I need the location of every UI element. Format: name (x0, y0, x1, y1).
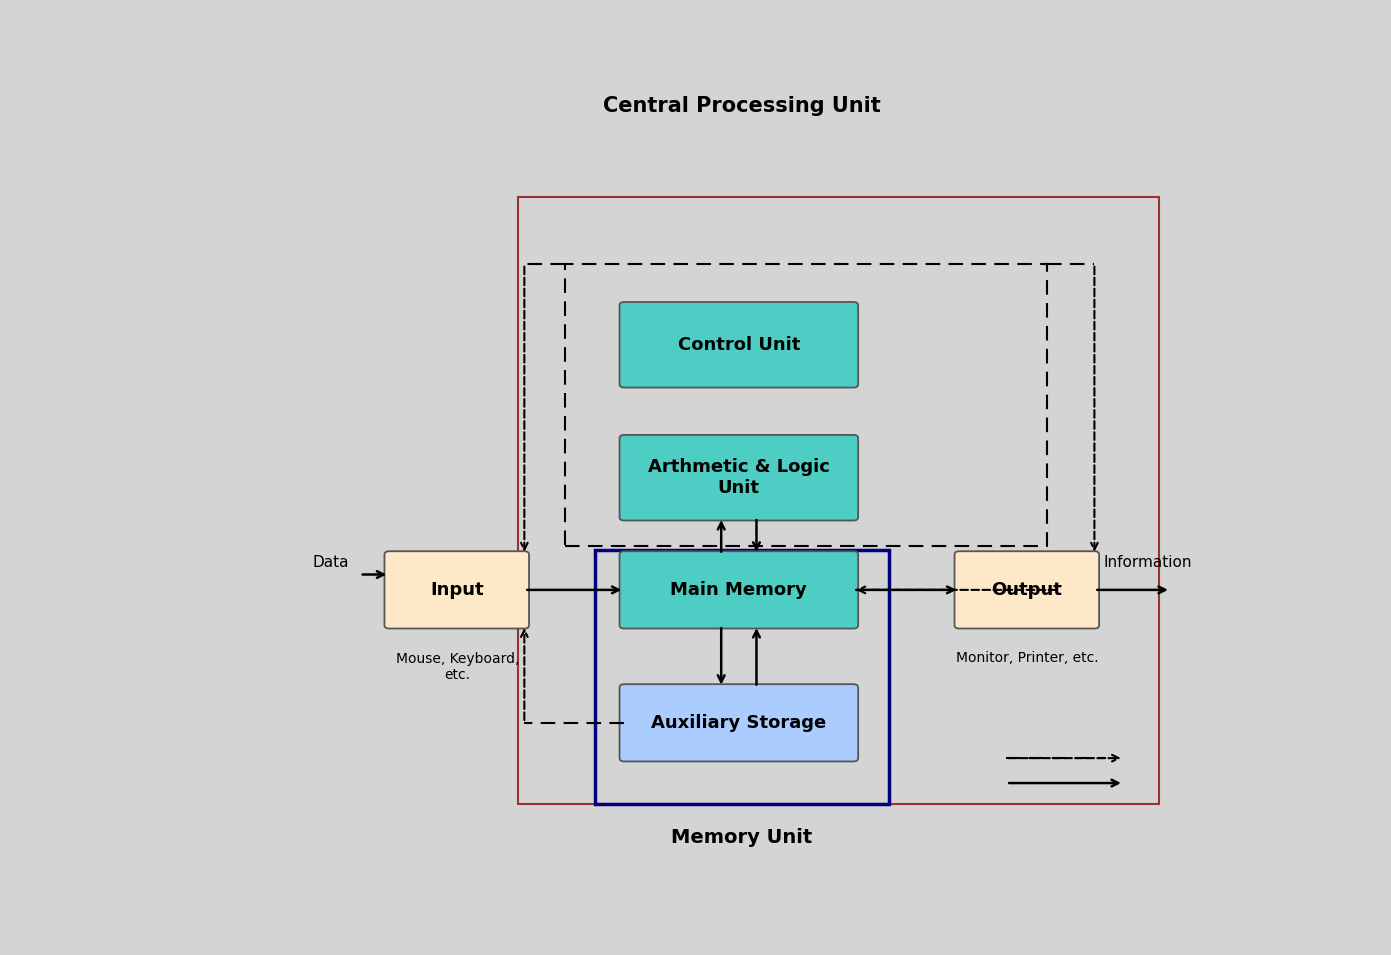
Text: Input: Input (430, 581, 484, 599)
Text: Control Unit: Control Unit (677, 336, 800, 353)
Text: Monitor, Printer, etc.: Monitor, Printer, etc. (956, 651, 1099, 666)
Text: Auxiliary Storage: Auxiliary Storage (651, 713, 826, 732)
Text: Mouse, Keyboard,
etc.: Mouse, Keyboard, etc. (395, 651, 519, 682)
Text: Arthmetic & Logic
Unit: Arthmetic & Logic Unit (648, 458, 830, 498)
Text: Output: Output (992, 581, 1063, 599)
Bar (519, 198, 1159, 804)
FancyBboxPatch shape (619, 551, 858, 628)
Text: Information: Information (1103, 555, 1192, 569)
FancyBboxPatch shape (619, 302, 858, 388)
Text: Data: Data (312, 555, 349, 569)
FancyBboxPatch shape (619, 684, 858, 761)
Bar (595, 550, 889, 804)
Text: Central Processing Unit: Central Processing Unit (602, 96, 881, 116)
FancyBboxPatch shape (954, 551, 1099, 628)
Text: Main Memory: Main Memory (670, 581, 807, 599)
Bar (566, 264, 1047, 546)
Text: Memory Unit: Memory Unit (672, 828, 812, 846)
FancyBboxPatch shape (619, 435, 858, 520)
FancyBboxPatch shape (384, 551, 529, 628)
